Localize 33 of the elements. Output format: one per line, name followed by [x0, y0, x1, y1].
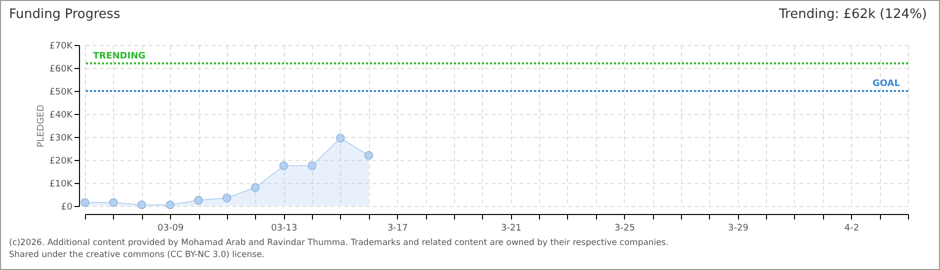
point — [308, 161, 316, 170]
point — [137, 200, 146, 210]
y-tick-label: £40K — [49, 110, 74, 120]
x-tick-label: 03-09 — [158, 224, 184, 234]
point — [222, 194, 232, 202]
y-axis-title: PLEDGED — [36, 104, 46, 148]
point — [250, 183, 260, 192]
point — [194, 196, 203, 205]
text: (c)2026. Additional content provided by Mohamad Arab and Ravindar Thumma. Trademarks and related content are owned by their respective companies. — [9, 237, 669, 249]
point — [364, 151, 374, 160]
y-tick-label: £0 — [61, 202, 73, 212]
y-tick-label: £60K — [49, 64, 74, 74]
point — [166, 200, 175, 210]
text: Trending: £62k (124%) — [779, 7, 927, 22]
x-tick-label: 03-13 — [271, 224, 298, 234]
y-tick-label: £20K — [49, 156, 74, 166]
y-tick-label: £50K — [49, 88, 74, 98]
point — [336, 134, 345, 143]
y-tick-label: £10K — [49, 180, 74, 190]
y-tick-label: £70K — [49, 42, 74, 52]
x-tick-label: 4-2 — [844, 224, 860, 234]
ref-line-label: TRENDING — [93, 51, 146, 62]
y-tick-label: £30K — [49, 134, 74, 144]
ref-line-label: GOAL — [872, 79, 900, 89]
chart-title: Funding Progress — [9, 7, 120, 22]
x-tick-label: 3-21 — [500, 224, 522, 234]
point — [80, 198, 90, 207]
x-tick-label: 3-29 — [728, 224, 749, 234]
x-tick-label: 3-17 — [387, 224, 408, 234]
point — [279, 161, 288, 170]
point — [109, 198, 118, 207]
text: Shared under the creative commons (CC BY-NC 3.0) license. — [9, 249, 266, 261]
x-tick-label: 3-25 — [614, 224, 635, 234]
